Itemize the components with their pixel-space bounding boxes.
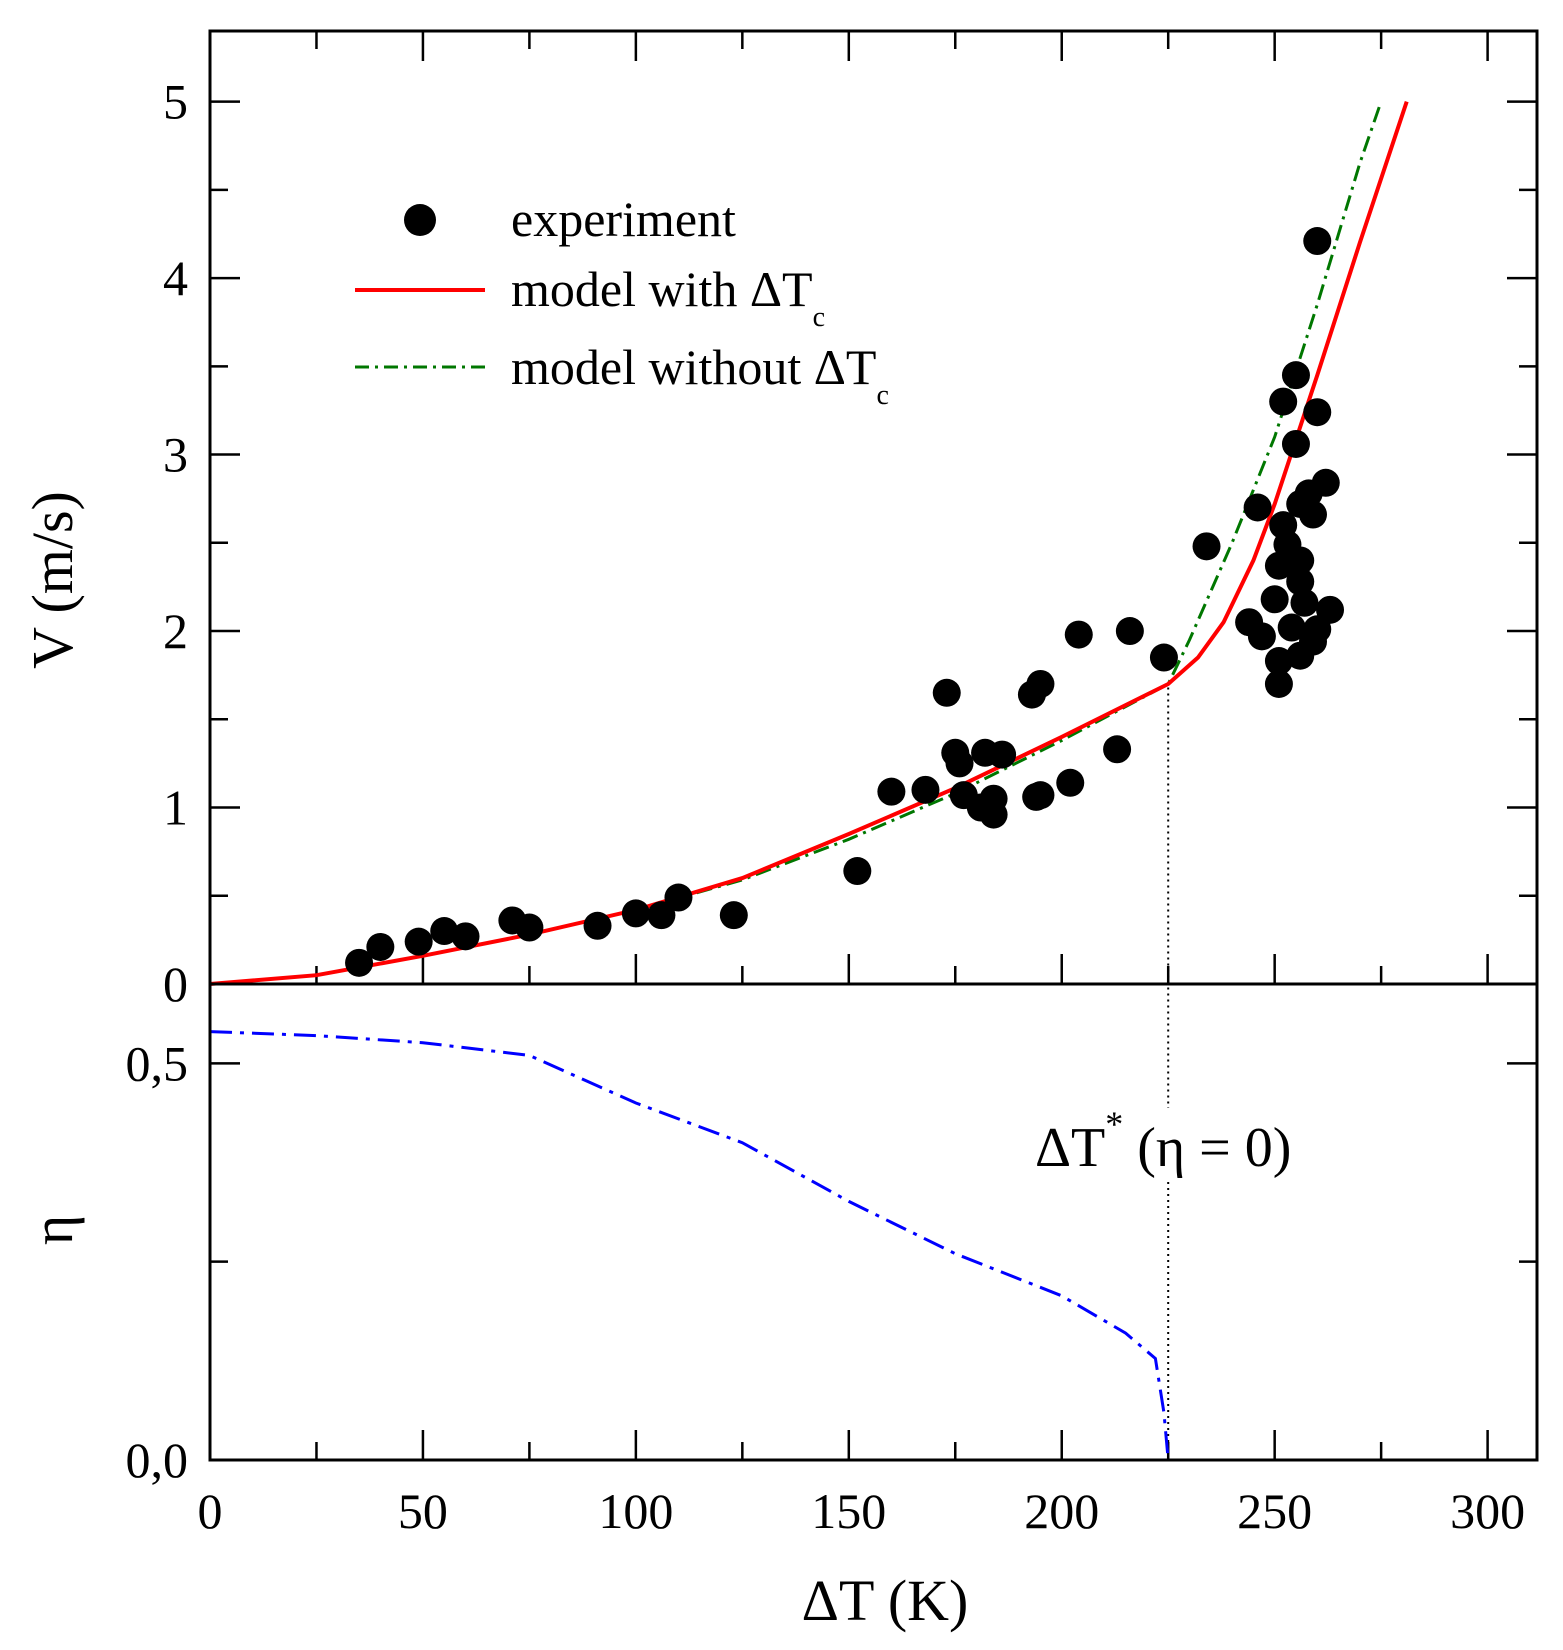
data-point-experiment: [1281, 429, 1310, 458]
y-tick-label-velocity: 4: [163, 250, 188, 306]
data-point-experiment: [1286, 567, 1315, 596]
data-point-experiment: [1277, 613, 1306, 642]
axis-ticks: [208, 31, 1537, 1462]
data-point-experiment: [1064, 620, 1093, 649]
y-tick-label-eta: 0,0: [126, 1432, 189, 1488]
data-point-experiment: [932, 678, 961, 707]
y-axis-label-eta: η: [20, 1215, 85, 1245]
data-point-experiment: [621, 899, 650, 928]
data-point-experiment: [1264, 551, 1293, 580]
data-point-experiment: [1286, 546, 1315, 575]
x-tick-label: 250: [1237, 1483, 1312, 1539]
x-tick-label: 200: [1024, 1483, 1099, 1539]
data-point-experiment: [345, 948, 374, 977]
y-tick-label-velocity: 0: [163, 956, 188, 1012]
data-point-experiment: [366, 932, 395, 961]
data-point-experiment: [1316, 595, 1345, 624]
data-point-experiment: [1281, 361, 1310, 390]
data-point-experiment: [1260, 585, 1289, 614]
data-point-experiment: [1243, 493, 1272, 522]
data-point-experiment: [979, 800, 1008, 829]
data-point-experiment: [1303, 398, 1332, 427]
data-point-experiment: [877, 777, 906, 806]
data-point-experiment: [1311, 468, 1340, 497]
data-point-experiment: [583, 911, 612, 940]
legend-label-without: model without ΔTc: [511, 339, 889, 411]
data-point-experiment: [945, 749, 974, 778]
tick-labels: 0 50 100 150 200 250 300 0 1 2 3 4 5 0,0 0,5: [126, 74, 1526, 1539]
curves: [209, 100, 1409, 1462]
legend-label-experiment: experiment: [511, 191, 736, 247]
x-tick-label: 100: [598, 1483, 673, 1539]
legend: experiment model with ΔTc model without …: [355, 191, 889, 411]
data-point-experiment: [1149, 643, 1178, 672]
data-point-experiment: [988, 740, 1017, 769]
data-point-experiment: [1056, 768, 1085, 797]
data-point-experiment: [1269, 387, 1298, 416]
y-tick-label-eta: 0,5: [126, 1035, 189, 1091]
data-point-experiment: [1026, 781, 1055, 810]
data-point-experiment: [1264, 669, 1293, 698]
y-tick-label-velocity: 5: [163, 74, 188, 130]
data-point-experiment: [843, 857, 872, 886]
annotation-delta-t-star: ΔT* (η = 0): [1035, 1104, 1291, 1179]
data-point-experiment: [1303, 227, 1332, 256]
data-point-experiment: [1115, 617, 1144, 646]
y-tick-label-velocity: 2: [163, 603, 188, 659]
x-axis-label: ΔT (K): [802, 1568, 969, 1633]
x-tick-label: 150: [811, 1483, 886, 1539]
data-point-experiment: [430, 917, 459, 946]
data-point-experiment: [647, 901, 676, 930]
data-point-experiment: [1103, 735, 1132, 764]
plot-frame: [208, 29, 1539, 1462]
data-point-experiment: [1298, 500, 1327, 529]
data-point-experiment: [1192, 532, 1221, 561]
y-tick-label-velocity: 3: [163, 427, 188, 483]
x-tick-label: 0: [198, 1483, 223, 1539]
data-point-experiment: [719, 901, 748, 930]
x-tick-label: 300: [1450, 1483, 1525, 1539]
data-point-experiment: [1290, 588, 1319, 617]
experiment-points: [345, 227, 1345, 977]
data-point-experiment: [911, 775, 940, 804]
data-point-experiment: [515, 913, 544, 942]
data-point-experiment: [664, 883, 693, 912]
data-point-experiment: [1264, 647, 1293, 676]
data-point-experiment: [1247, 622, 1276, 651]
x-tick-label: 50: [398, 1483, 448, 1539]
legend-marker-experiment: [404, 204, 436, 236]
curve-eta: [209, 1030, 1382, 1462]
legend-label-with: model with ΔTc: [511, 261, 825, 333]
data-point-experiment: [1026, 669, 1055, 698]
data-point-experiment: [451, 922, 480, 951]
y-axis-label-velocity: V (m/s): [20, 491, 85, 669]
data-point-experiment: [404, 927, 433, 956]
y-tick-label-velocity: 1: [163, 780, 188, 836]
curve-model-with-delta-tc: [209, 100, 1409, 986]
